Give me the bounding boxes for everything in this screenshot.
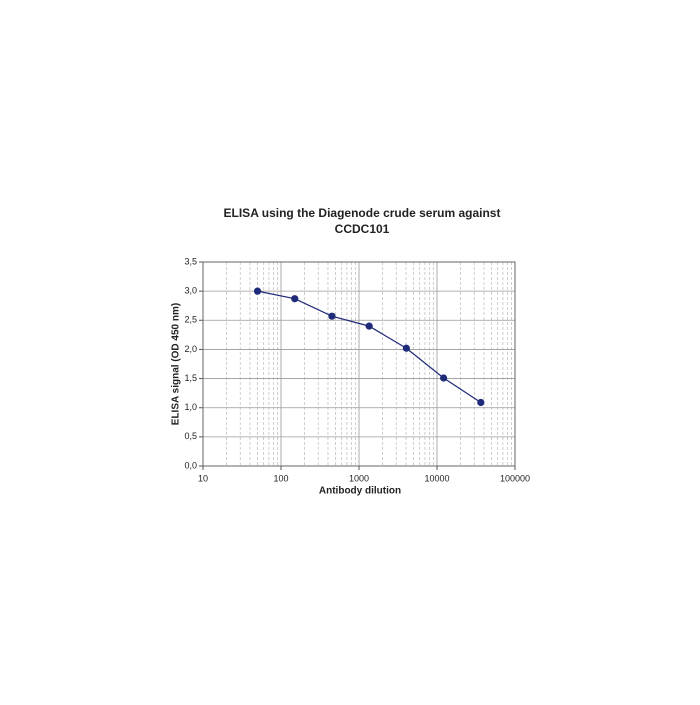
data-point xyxy=(328,312,336,320)
x-axis-label: Antibody dilution xyxy=(319,486,401,497)
y-tick-label: 2,5 xyxy=(184,315,197,325)
x-tick-label: 10000 xyxy=(424,473,449,483)
y-tick-label: 1,5 xyxy=(184,373,197,383)
data-point xyxy=(439,374,448,382)
x-tick-label: 10 xyxy=(198,473,208,483)
series-line xyxy=(257,290,482,403)
y-tick-label: 0,5 xyxy=(184,431,197,441)
plot-frame xyxy=(202,261,516,467)
y-axis-label: ELISA signal (OD 450 nm) xyxy=(171,303,182,425)
x-tick-label: 1000 xyxy=(349,473,369,483)
chart-title: CCDC101 xyxy=(335,222,390,236)
y-tick-label: 3,5 xyxy=(184,256,197,266)
data-point xyxy=(365,322,373,330)
data-point xyxy=(291,295,299,303)
chart-title: ELISA using the Diagenode crude serum ag… xyxy=(224,206,501,220)
data-point xyxy=(477,398,485,407)
x-tick-label: 100000 xyxy=(500,473,530,483)
y-tick-label: 2,0 xyxy=(184,344,197,354)
data-point xyxy=(253,287,262,295)
y-tick-label: 0,0 xyxy=(184,460,197,470)
y-tick-label: 3,0 xyxy=(184,286,197,296)
data-point xyxy=(402,344,410,352)
y-tick-label: 1,0 xyxy=(184,402,197,412)
x-tick-label: 100 xyxy=(273,473,288,483)
